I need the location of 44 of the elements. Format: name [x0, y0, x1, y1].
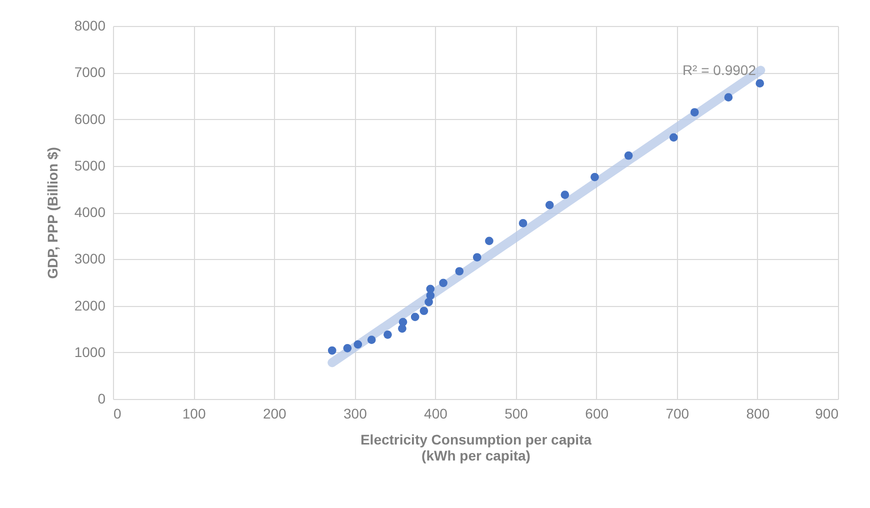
point	[410, 312, 420, 322]
y-tick-label: 0	[98, 390, 106, 406]
point	[518, 219, 528, 228]
point	[439, 278, 448, 288]
y-tick-label: 1000	[74, 344, 106, 360]
point	[426, 284, 435, 294]
x-tick-label: 700	[666, 406, 690, 422]
x-tick-label: 200	[262, 406, 287, 422]
x-axis-title: Electricity Consumption per capita (kWh per capita)	[360, 432, 592, 464]
y-tick-label: 5000	[74, 157, 106, 174]
point	[669, 133, 678, 142]
x-tick-label: 400	[424, 406, 448, 422]
point	[756, 79, 764, 88]
point	[724, 93, 733, 102]
x-tick-label: 500	[504, 406, 528, 422]
point	[472, 253, 482, 262]
y-tick-label: 8000	[74, 18, 106, 34]
point	[328, 346, 336, 355]
x-tick-label: 800	[746, 406, 770, 422]
point	[624, 151, 633, 160]
y-axis-title: GDP, PPP (Billion $)	[44, 147, 60, 279]
point	[455, 267, 464, 276]
point	[384, 330, 392, 339]
point	[420, 306, 428, 316]
x-tick-label: 900	[815, 406, 839, 422]
point	[485, 236, 494, 246]
point	[367, 336, 376, 344]
y-tick-label: 2000	[74, 297, 106, 314]
x-tick-label: 100	[182, 406, 206, 422]
y-tick-label: 3000	[74, 250, 106, 267]
x-tick-label: 300	[343, 406, 368, 422]
point	[354, 340, 362, 349]
y-tick-label: 6000	[74, 110, 106, 127]
y-tick-label: 4000	[74, 204, 106, 220]
annotation: R² = 0.9902	[682, 62, 756, 78]
point	[590, 172, 599, 182]
x-tick-label: 0	[114, 406, 122, 422]
point	[343, 344, 352, 352]
x-tick-label: 600	[585, 406, 609, 422]
point	[545, 200, 554, 210]
y-tick-label: 7000	[74, 64, 106, 80]
point	[690, 108, 699, 116]
point	[398, 318, 408, 326]
point	[560, 190, 570, 199]
